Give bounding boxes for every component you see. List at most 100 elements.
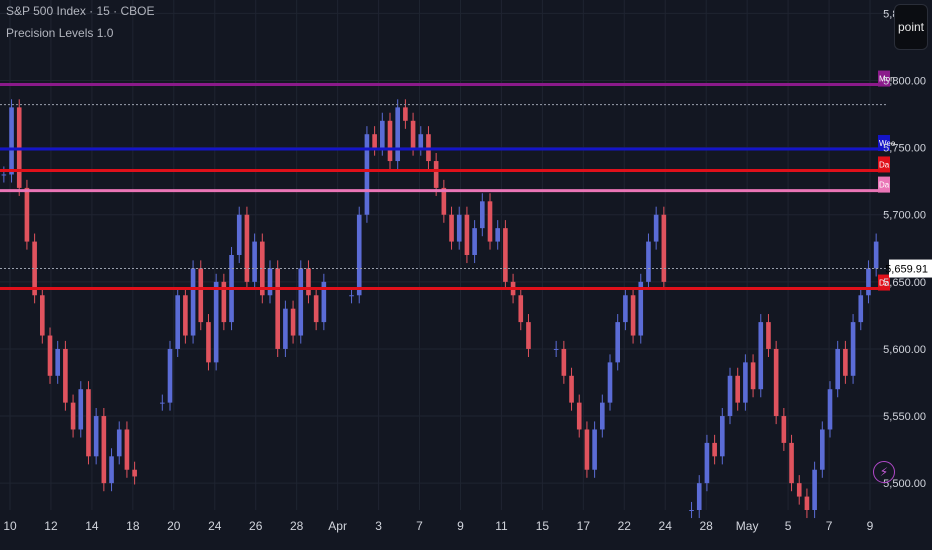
candle-body — [623, 295, 628, 323]
candle-body — [283, 308, 288, 349]
level-tag-label: Da — [879, 279, 890, 288]
candle-body — [646, 241, 651, 282]
candle-body — [349, 295, 354, 297]
candle-body — [449, 214, 454, 242]
x-tick-label: 9 — [457, 519, 464, 533]
candle-body — [495, 228, 500, 242]
candle-body — [480, 201, 485, 229]
candle-body — [789, 442, 794, 484]
candle-body — [873, 241, 879, 269]
candle-body — [24, 187, 30, 242]
x-tick-label: 9 — [867, 519, 874, 533]
candle-body — [190, 268, 196, 336]
candle-body — [630, 295, 636, 336]
candle-body — [766, 322, 771, 349]
candle-body — [569, 375, 574, 403]
candle-body — [410, 120, 416, 148]
candle-body — [403, 107, 408, 121]
candle-body — [804, 496, 810, 510]
candle-body — [743, 362, 748, 403]
candle-body — [395, 107, 400, 162]
level-tag-label: Mon — [879, 75, 895, 84]
x-tick-label: 17 — [577, 519, 591, 533]
lightning-icon[interactable]: ⚡ — [873, 461, 895, 483]
price-axis[interactable]: 5,500.00 5,550.00 5,600.00 5,650.00 5,700.00… — [883, 8, 932, 490]
symbol-title[interactable]: S&P 500 Index · 15 · CBOE — [6, 4, 155, 18]
candle-body — [526, 322, 531, 349]
level-tag — [878, 134, 890, 151]
time-axis[interactable]: 10 12 14 18 20 24 26 28 Apr 3 7 9 11 15 17 22 24 28 May 5 7 9 — [3, 519, 873, 533]
candle-body — [576, 402, 582, 430]
candle-body — [433, 161, 439, 188]
candle-body — [758, 322, 764, 390]
x-tick-label: 12 — [44, 519, 58, 533]
candle-body — [356, 214, 362, 296]
last-price-tag — [889, 259, 932, 278]
candle-body — [109, 456, 114, 484]
y-tick-label: 5,700.00 — [883, 210, 926, 222]
x-tick-label: 11 — [495, 519, 508, 533]
x-tick-label: 26 — [249, 519, 263, 533]
y-tick-label: 5,500.00 — [883, 478, 926, 490]
x-tick-label: 22 — [618, 519, 632, 533]
candle-body — [244, 214, 250, 282]
candle-body — [93, 416, 99, 457]
candle-body — [607, 362, 613, 403]
x-tick-label: 28 — [290, 519, 304, 533]
candle-body — [696, 483, 702, 510]
indicator-title[interactable]: Precision Levels 1.0 — [6, 26, 114, 40]
x-tick-label: 18 — [126, 519, 140, 533]
candle-body — [553, 348, 559, 350]
candle-body — [712, 442, 717, 457]
candle-body — [236, 214, 242, 255]
candle-body — [638, 281, 644, 336]
candle-body — [592, 429, 597, 470]
candle-body — [827, 389, 833, 430]
level-tag — [878, 274, 890, 291]
candle-body — [380, 120, 385, 148]
y-tick-label: 5,750.00 — [883, 143, 926, 155]
candle-body — [600, 402, 605, 430]
y-tick-label: 5,650.00 — [883, 277, 926, 289]
candle-body — [735, 375, 740, 403]
candle-body — [183, 295, 188, 336]
candle-body — [866, 268, 871, 296]
level-tag-label: Da — [879, 160, 890, 169]
x-tick-label: 5 — [785, 519, 792, 533]
candle-body — [55, 348, 60, 376]
y-tick-label: 5,550.00 — [883, 411, 926, 423]
candle-body — [372, 134, 377, 148]
point-button[interactable]: point — [894, 4, 928, 50]
candle-body — [198, 268, 204, 323]
candle-body — [843, 348, 848, 376]
candle-body — [835, 348, 840, 390]
candle-body — [704, 442, 710, 484]
candle-body — [441, 187, 447, 215]
candle-body — [518, 295, 524, 323]
candle-body — [160, 402, 165, 404]
candle-body — [615, 322, 620, 363]
candle-body — [689, 510, 694, 511]
candle-body — [773, 348, 779, 417]
candle-body — [727, 375, 733, 417]
candle-body — [796, 483, 802, 497]
candle-body — [781, 416, 787, 443]
candle-body — [387, 120, 393, 162]
x-tick-label: 20 — [167, 519, 181, 533]
x-tick-label: Apr — [328, 519, 347, 533]
x-tick-label: 14 — [85, 519, 99, 533]
level-tag — [878, 70, 890, 87]
candle-body — [132, 469, 137, 477]
candle-body — [78, 389, 84, 430]
candle-body — [653, 214, 659, 242]
level-lines: Mon Wee Da Da Da — [0, 70, 896, 291]
candle-body — [63, 348, 68, 403]
candle-body — [464, 214, 470, 255]
candle-body — [298, 268, 304, 336]
candle-body — [306, 268, 311, 296]
candle-body — [9, 107, 14, 175]
level-tag-label: Wee — [879, 139, 896, 148]
candle-body — [124, 429, 130, 470]
